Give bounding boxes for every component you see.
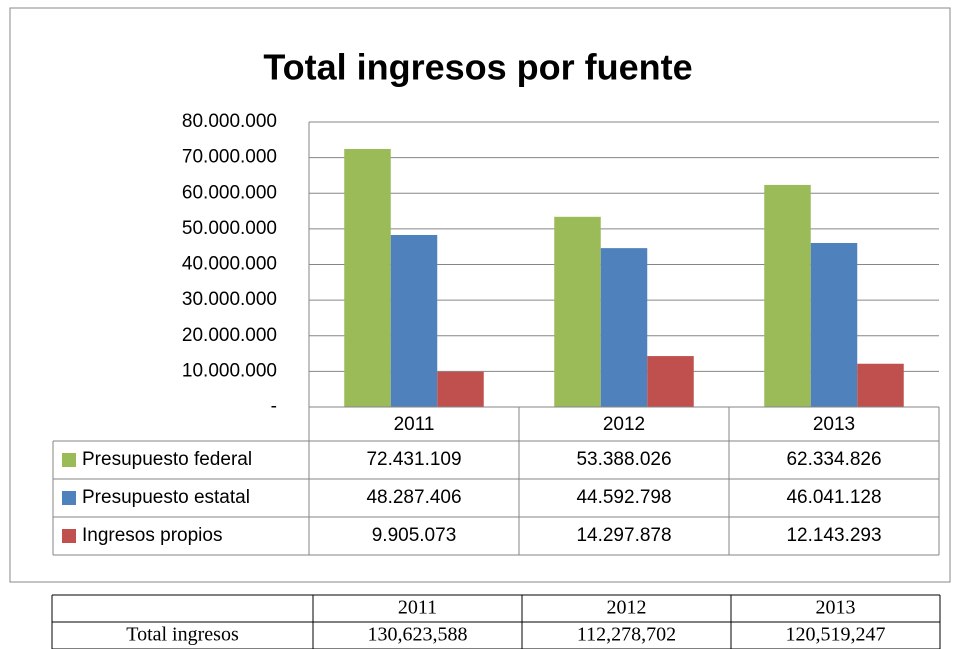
bar [764, 184, 811, 407]
data-label: 72.431.109 [366, 449, 461, 470]
legend-key [62, 529, 76, 543]
y-tick-label: 30.000.000 [182, 289, 277, 310]
data-label: 48.287.406 [366, 487, 461, 508]
bar [810, 242, 858, 407]
legend-label: Ingresos propios [82, 525, 222, 546]
y-tick-label: 70.000.000 [182, 147, 277, 168]
y-tick-label: 50.000.000 [182, 218, 277, 239]
table-header: 2011 [398, 597, 437, 619]
chart-title: Total ingresos por fuente [263, 47, 692, 88]
table-cell: 130,623,588 [368, 624, 468, 646]
x-tick-label: 2011 [394, 414, 435, 435]
y-tick-label: 60.000.000 [182, 182, 277, 203]
bar [437, 371, 484, 407]
bar [600, 248, 648, 407]
legend-label: Presupuesto estatal [82, 487, 250, 508]
bar [344, 148, 391, 407]
y-tick-label: 20.000.000 [182, 325, 277, 346]
y-tick-label: 40.000.000 [182, 254, 277, 275]
y-tick-label: 10.000.000 [182, 360, 277, 381]
table-header: 2012 [607, 597, 647, 619]
data-label: 12.143.293 [786, 525, 881, 546]
table-row-label: Total ingresos [126, 624, 239, 646]
table-header: 2013 [816, 597, 856, 619]
data-label: 44.592.798 [576, 487, 671, 508]
data-label: 53.388.026 [576, 449, 671, 470]
bar [554, 216, 601, 407]
bar [647, 356, 694, 407]
bar [390, 234, 438, 407]
x-tick-label: 2012 [603, 414, 645, 435]
bar [857, 363, 904, 407]
table-cell: 120,519,247 [786, 624, 886, 646]
x-tick-label: 2013 [813, 414, 855, 435]
data-label: 62.334.826 [786, 449, 881, 470]
legend-label: Presupuesto federal [82, 449, 252, 470]
data-label: 46.041.128 [786, 487, 881, 508]
data-label: 14.297.878 [576, 525, 671, 546]
table-cell: 112,278,702 [577, 624, 676, 646]
y-tick-label: - [271, 396, 277, 417]
legend-key [62, 491, 76, 505]
y-tick-label: 80.000.000 [182, 111, 277, 132]
legend-key [62, 453, 76, 467]
data-label: 9.905.073 [372, 525, 457, 546]
